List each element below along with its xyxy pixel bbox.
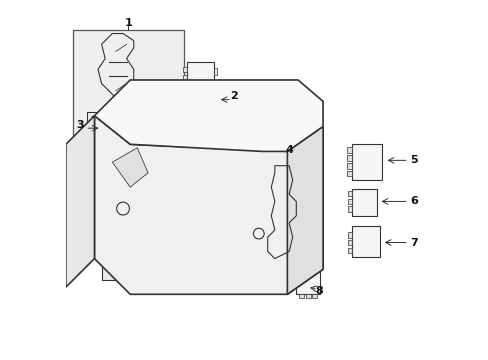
Text: 4: 4 xyxy=(285,145,292,155)
Polygon shape xyxy=(94,80,323,152)
Bar xyxy=(347,206,351,212)
Bar xyxy=(346,171,351,176)
Bar xyxy=(346,147,351,153)
Polygon shape xyxy=(66,116,94,287)
Bar xyxy=(87,112,116,126)
Polygon shape xyxy=(112,148,148,187)
Text: 7: 7 xyxy=(409,238,417,248)
Text: 3: 3 xyxy=(76,120,84,130)
Bar xyxy=(216,152,258,202)
Bar xyxy=(183,91,187,95)
Bar xyxy=(311,294,316,298)
Bar xyxy=(183,75,187,80)
Bar xyxy=(347,232,351,238)
Bar xyxy=(347,248,351,253)
Bar xyxy=(351,144,381,180)
Polygon shape xyxy=(94,116,323,294)
Text: 6: 6 xyxy=(409,197,417,206)
Bar xyxy=(226,230,298,266)
Bar xyxy=(347,240,351,246)
Bar xyxy=(346,163,351,168)
Polygon shape xyxy=(287,126,323,294)
Text: 5: 5 xyxy=(409,156,417,165)
Bar xyxy=(305,294,310,298)
Text: 1: 1 xyxy=(124,18,132,28)
Bar xyxy=(183,83,187,87)
Bar xyxy=(347,199,351,204)
Text: 2: 2 xyxy=(229,91,237,101)
Bar xyxy=(214,93,217,100)
Bar xyxy=(346,155,351,161)
Bar xyxy=(296,271,319,294)
Text: 8: 8 xyxy=(315,286,323,296)
Bar xyxy=(183,67,187,72)
Bar xyxy=(347,191,351,197)
Bar xyxy=(299,294,304,298)
Bar xyxy=(214,68,217,75)
Bar xyxy=(351,189,376,216)
Bar xyxy=(73,30,183,137)
Bar xyxy=(144,148,198,191)
Bar xyxy=(351,226,380,257)
Bar xyxy=(214,81,217,87)
Bar xyxy=(102,237,173,280)
Bar xyxy=(187,62,214,109)
Bar xyxy=(183,99,187,103)
